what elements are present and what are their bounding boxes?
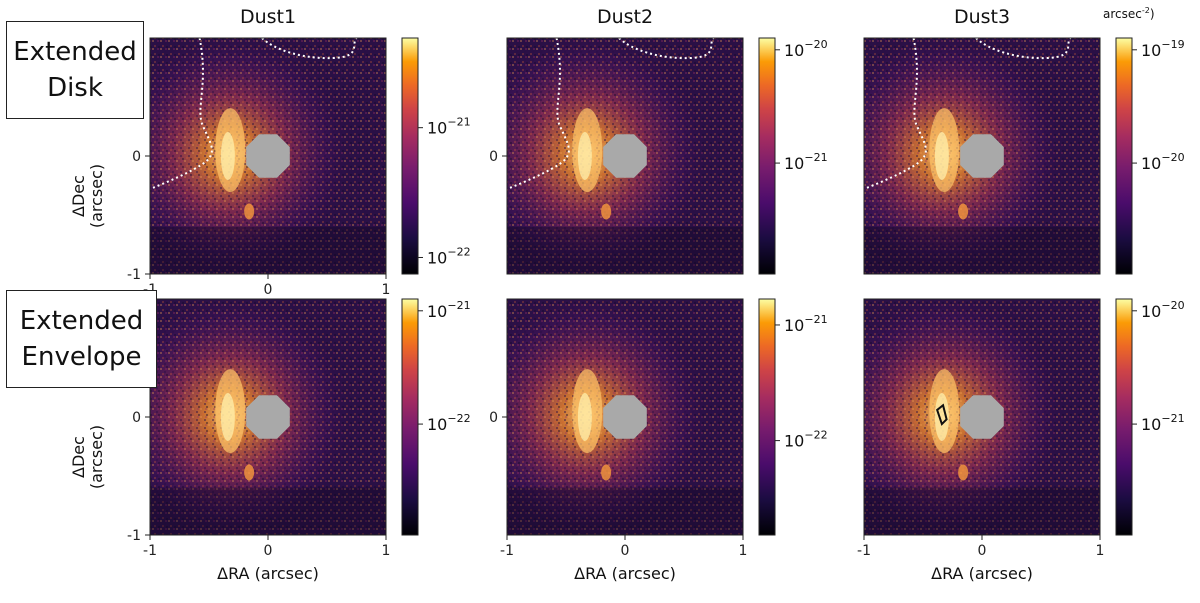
y-tick-label: 0: [489, 410, 498, 426]
colorbar-tick-label: 10−21: [427, 116, 471, 138]
y-tick-label: 0: [132, 149, 141, 165]
southern-knot: [244, 464, 255, 481]
colorbar-tick-label: 10−21: [784, 151, 828, 173]
faint-region: [507, 487, 743, 535]
colorbar-tick-label: 10−21: [784, 313, 828, 335]
y-axis-label: ΔDec: [69, 175, 88, 217]
contour-west: [864, 38, 927, 190]
southern-knot: [958, 203, 969, 220]
colorbar-tick-label: 10−20: [784, 38, 828, 60]
coronagraph-mask: [603, 134, 647, 178]
x-tick-label: 0: [264, 282, 273, 298]
row-label-extended-envelope: Extended Envelope: [6, 290, 157, 388]
heatmap-image: [150, 299, 386, 535]
y-tick-label: -1: [127, 528, 141, 544]
heatmap-image: [150, 38, 386, 274]
y-axis-label-unit: (arcsec): [87, 164, 106, 228]
colorbar: [401, 298, 419, 536]
x-axis-label: ΔRA (arcsec): [574, 564, 676, 583]
southern-knot: [958, 464, 969, 481]
x-tick-label: 0: [264, 543, 273, 559]
x-tick-label: -1: [857, 543, 871, 559]
contour-clump: [935, 403, 948, 426]
colorbar-unit-label: arcsec-2): [1103, 6, 1155, 21]
contour-north: [618, 38, 715, 60]
panel-dust3: Dust3 10−19 10−20: [863, 6, 1185, 275]
y-axis-label-unit: (arcsec): [87, 425, 106, 489]
faint-region: [507, 226, 743, 274]
x-tick-label: 0: [621, 543, 630, 559]
colorbar-tick-label: 10−21: [427, 299, 471, 321]
colorbar-tick-label: 10−22: [784, 429, 828, 451]
faint-region: [150, 487, 386, 535]
colorbar: [758, 37, 776, 275]
coronagraph-mask: [603, 395, 647, 439]
colorbar-tick-label: 10−21: [1141, 412, 1185, 434]
x-axis-label: ΔRA (arcsec): [931, 564, 1033, 583]
contour-west: [507, 38, 570, 190]
heatmap-image: [864, 38, 1100, 274]
y-tick-label: -1: [127, 267, 141, 283]
contour-west: [150, 38, 213, 190]
panel-row2-col1: -1 0 1 -1 0 ΔRA (arcsec) ΔDec (arcsec) 10−21 10−2…: [69, 298, 471, 583]
panel-title: Dust1: [240, 6, 296, 28]
disk-arc-peak: [934, 132, 949, 180]
southern-knot: [601, 464, 612, 481]
coronagraph-mask: [246, 134, 290, 178]
heatmap-image: [507, 38, 743, 274]
panel-title: Dust3: [954, 6, 1010, 28]
disk-arc-peak: [577, 393, 592, 441]
disk-arc-peak: [220, 132, 235, 180]
colorbar-tick-label: 10−22: [427, 245, 471, 267]
coronagraph-mask: [960, 395, 1004, 439]
disk-arc-peak: [577, 132, 592, 180]
disk-arc-peak: [934, 393, 949, 441]
disk-arc-peak: [220, 393, 235, 441]
colorbar: [758, 298, 776, 536]
colorbar-tick-label: 10−22: [427, 412, 471, 434]
faint-region: [864, 226, 1100, 274]
colorbar: [1115, 298, 1133, 536]
x-tick-label: 1: [382, 543, 391, 559]
heatmap-image: [507, 299, 743, 535]
colorbar-tick-label: 10−20: [1141, 299, 1185, 321]
panel-title: Dust2: [597, 6, 653, 28]
row-label-extended-disk: Extended Disk: [6, 21, 144, 119]
coronagraph-mask: [960, 134, 1004, 178]
colorbar-tick-label: 10−19: [1141, 38, 1185, 60]
y-tick-label: 0: [132, 410, 141, 426]
x-tick-label: 1: [739, 543, 748, 559]
colorbar-tick-label: 10−20: [1141, 151, 1185, 173]
axes-frame: [863, 37, 1101, 275]
y-axis-label: ΔDec: [69, 436, 88, 478]
southern-knot: [244, 203, 255, 220]
x-tick-label: -1: [500, 543, 514, 559]
panel-row2-col2: -1 0 1 0 ΔRA (arcsec) 10−21 10−22: [489, 298, 828, 583]
x-tick-label: -1: [143, 543, 157, 559]
x-tick-label: 1: [382, 282, 391, 298]
contour-north: [261, 38, 358, 60]
contour-north: [975, 38, 1072, 60]
panel-dust2: 0 Dust2 10−20 10−21: [489, 6, 828, 275]
southern-knot: [601, 203, 612, 220]
x-tick-label: 1: [1096, 543, 1105, 559]
colorbar: [401, 37, 419, 275]
x-axis-label: ΔRA (arcsec): [217, 564, 319, 583]
heatmap-image: [864, 299, 1100, 535]
faint-region: [864, 487, 1100, 535]
x-tick-label: 0: [978, 543, 987, 559]
coronagraph-mask: [246, 395, 290, 439]
panel-row2-col3: -1 0 1 ΔRA (arcsec) 10−20 10−21: [857, 298, 1185, 583]
y-tick-label: 0: [489, 149, 498, 165]
faint-region: [150, 226, 386, 274]
colorbar: [1115, 37, 1133, 275]
